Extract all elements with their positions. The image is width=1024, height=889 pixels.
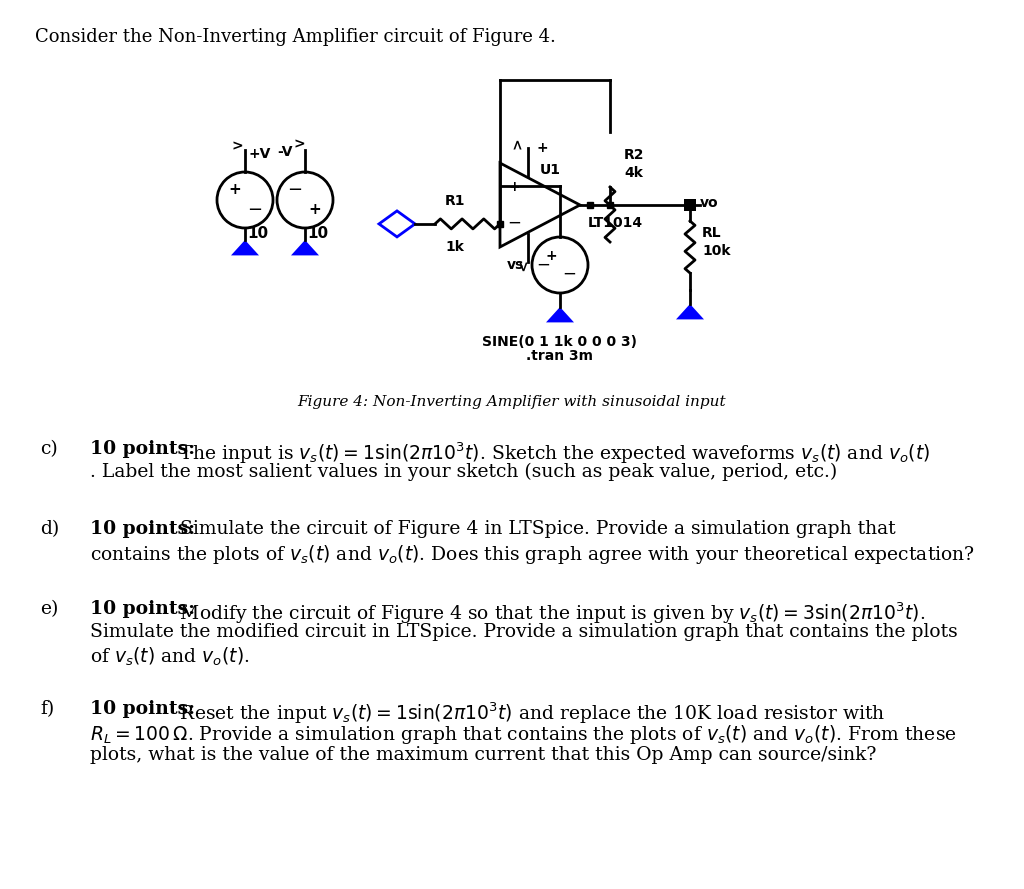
Text: >: > [511, 137, 525, 148]
Text: vs: vs [507, 258, 524, 272]
Text: plots, what is the value of the maximum current that this Op Amp can source/sink: plots, what is the value of the maximum … [90, 746, 877, 764]
Text: +: + [228, 182, 242, 197]
Text: >: > [231, 139, 243, 153]
Text: . Label the most salient values in your sketch (such as peak value, period, etc.: . Label the most salient values in your … [90, 463, 838, 481]
Text: RL: RL [702, 226, 722, 240]
Text: .tran 3m: .tran 3m [526, 349, 594, 363]
Text: +V: +V [249, 147, 271, 161]
Text: −: − [288, 181, 302, 199]
Text: >: > [293, 137, 305, 151]
Text: c): c) [40, 440, 57, 458]
Text: U1: U1 [540, 163, 560, 177]
Text: LT1014: LT1014 [588, 216, 643, 230]
Text: f): f) [40, 700, 54, 718]
Text: The input is $v_{s}(t)=1\sin\!\left(2\pi10^{3}t\right)$. Sketch the expected wav: The input is $v_{s}(t)=1\sin\!\left(2\pi… [174, 440, 930, 466]
Polygon shape [676, 304, 705, 319]
Text: +: + [308, 203, 322, 218]
Text: Figure 4: Non-Inverting Amplifier with sinusoidal input: Figure 4: Non-Inverting Amplifier with s… [298, 395, 726, 409]
Text: +: + [536, 141, 548, 155]
Text: 4k: 4k [624, 166, 643, 180]
Text: SINE(0 1 1k 0 0 0 3): SINE(0 1 1k 0 0 0 3) [482, 335, 638, 349]
Text: Simulate the circuit of Figure 4 in LTSpice. Provide a simulation graph that: Simulate the circuit of Figure 4 in LTSp… [174, 520, 895, 538]
Text: −: − [536, 256, 550, 274]
Text: vo: vo [700, 196, 719, 210]
Text: 1k: 1k [445, 240, 464, 254]
Text: −: − [248, 201, 262, 219]
Text: Reset the input $v_{s}(t)=1\sin\!\left(2\pi10^{3}t\right)$ and replace the 10K l: Reset the input $v_{s}(t)=1\sin\!\left(2… [174, 700, 885, 725]
Text: $R_{L}=100\,\Omega$. Provide a simulation graph that contains the plots of $v_{s: $R_{L}=100\,\Omega$. Provide a simulatio… [90, 723, 956, 746]
Text: −: − [507, 214, 521, 232]
Text: R1: R1 [444, 194, 465, 208]
Text: of $v_{s}(t)$ and $v_{o}(t)$.: of $v_{s}(t)$ and $v_{o}(t)$. [90, 646, 250, 669]
Polygon shape [291, 240, 319, 255]
Text: 10 points:: 10 points: [90, 700, 196, 718]
Text: 10 points:: 10 points: [90, 600, 196, 618]
Text: d): d) [40, 520, 59, 538]
Text: +: + [545, 249, 557, 263]
Text: contains the plots of $v_{s}(t)$ and $v_{o}(t)$. Does this graph agree with your: contains the plots of $v_{s}(t)$ and $v_… [90, 543, 975, 566]
Text: -V: -V [278, 145, 293, 159]
Polygon shape [546, 307, 574, 323]
Text: 10 points:: 10 points: [90, 440, 196, 458]
Text: Modify the circuit of Figure 4 so that the input is given by $v_{s}(t)=3\sin\!\l: Modify the circuit of Figure 4 so that t… [174, 600, 925, 626]
Text: e): e) [40, 600, 58, 618]
Text: R2: R2 [624, 148, 644, 162]
Bar [684, 199, 696, 211]
Text: 10 points:: 10 points: [90, 520, 196, 538]
Text: >: > [513, 261, 527, 273]
Polygon shape [231, 240, 259, 255]
Text: +: + [508, 180, 520, 194]
Text: Consider the Non-Inverting Amplifier circuit of Figure 4.: Consider the Non-Inverting Amplifier cir… [35, 28, 556, 46]
Text: 10: 10 [307, 227, 328, 242]
Text: −: − [562, 265, 575, 283]
Text: 10k: 10k [702, 244, 730, 258]
Text: Simulate the modified circuit in LTSpice. Provide a simulation graph that contai: Simulate the modified circuit in LTSpice… [90, 623, 957, 641]
Text: 10: 10 [247, 227, 268, 242]
